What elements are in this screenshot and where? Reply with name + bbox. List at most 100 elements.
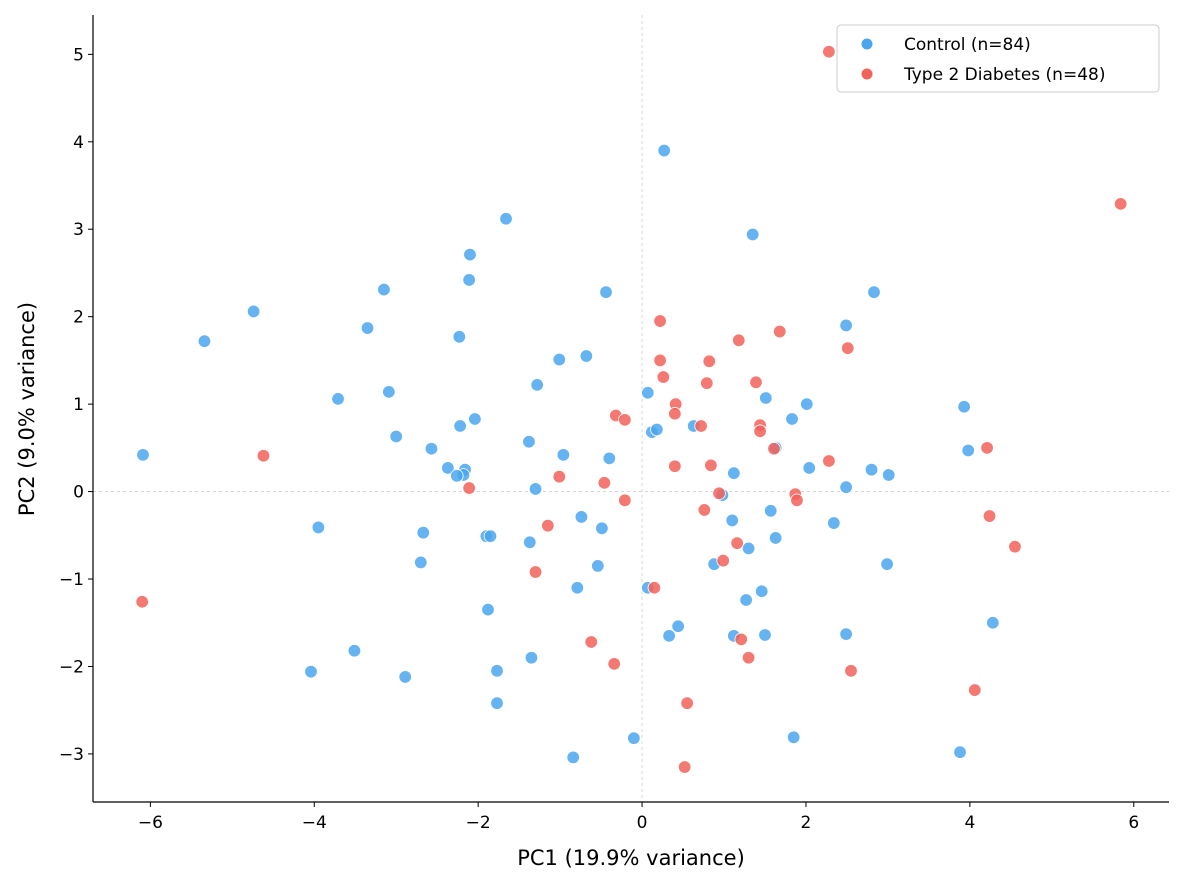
data-point — [790, 493, 804, 508]
data-point — [462, 481, 476, 495]
data-point — [552, 470, 566, 484]
data-point — [528, 482, 543, 496]
data-point — [490, 696, 504, 710]
x-tick-label: 2 — [801, 813, 812, 833]
data-point — [416, 525, 430, 540]
series-control — [136, 143, 1000, 765]
data-point — [599, 285, 613, 299]
data-point — [700, 376, 714, 390]
data-point — [968, 683, 982, 697]
data-points — [135, 45, 1128, 774]
data-point — [462, 273, 476, 287]
data-point — [668, 407, 682, 421]
data-point — [463, 247, 477, 262]
data-point — [304, 665, 318, 679]
data-point — [880, 557, 894, 571]
data-point — [786, 730, 801, 744]
legend-label-t2d: Type 2 Diabetes (n=48) — [903, 65, 1105, 85]
data-point — [574, 510, 589, 524]
data-point — [767, 442, 781, 456]
data-point — [745, 227, 760, 242]
data-point — [556, 448, 571, 462]
y-tick-label: −2 — [59, 657, 84, 677]
data-point — [864, 463, 879, 477]
data-point — [382, 385, 396, 399]
data-point — [749, 375, 763, 389]
data-point — [827, 516, 841, 530]
data-point — [597, 476, 612, 490]
data-point — [882, 468, 896, 482]
data-point — [389, 429, 403, 444]
data-point — [522, 435, 536, 449]
x-tick-label: −6 — [138, 813, 163, 833]
data-point — [844, 664, 858, 678]
y-tick-label: 4 — [73, 133, 84, 153]
data-point — [680, 696, 694, 710]
data-point — [961, 443, 975, 458]
data-point — [584, 635, 598, 649]
data-point — [759, 391, 773, 405]
y-tick-label: 3 — [73, 220, 84, 240]
data-point — [1113, 197, 1128, 211]
data-point — [739, 593, 753, 607]
data-point — [641, 386, 655, 400]
data-point — [822, 454, 836, 468]
data-point — [764, 504, 778, 518]
x-tick-label: 0 — [637, 813, 648, 833]
legend-marker-control — [860, 37, 874, 51]
data-point — [450, 469, 464, 483]
data-point — [246, 304, 261, 319]
data-point — [741, 541, 756, 556]
reference-lines — [93, 15, 1169, 802]
data-point — [579, 349, 594, 363]
data-point — [311, 520, 326, 535]
data-point — [677, 760, 692, 774]
data-point — [136, 448, 150, 462]
data-point — [741, 651, 756, 665]
data-point — [800, 397, 814, 411]
data-point — [481, 602, 495, 617]
data-point — [802, 461, 816, 475]
data-point — [656, 370, 671, 384]
data-point — [566, 750, 580, 765]
legend-label-control: Control (n=84) — [904, 35, 1031, 55]
legend-frame — [836, 24, 1160, 93]
data-point — [694, 419, 708, 433]
data-point — [650, 422, 664, 437]
y-axis-label: PC2 (9.0% variance) — [15, 302, 39, 516]
data-point — [753, 424, 767, 438]
data-point — [627, 731, 641, 745]
data-point — [524, 651, 539, 665]
data-point — [424, 442, 439, 456]
data-point — [668, 459, 682, 473]
data-point — [982, 509, 997, 523]
data-point — [618, 493, 632, 508]
legend-marker-t2d — [860, 67, 874, 81]
data-point — [256, 449, 271, 463]
data-point — [523, 535, 537, 549]
data-point — [607, 657, 621, 671]
data-point — [662, 629, 676, 643]
data-point — [758, 628, 772, 642]
data-point — [499, 212, 513, 226]
data-point — [953, 745, 967, 759]
data-point — [697, 503, 712, 517]
data-point — [730, 536, 744, 550]
data-point — [1008, 539, 1022, 554]
data-point — [768, 531, 783, 545]
data-point — [377, 282, 391, 297]
data-point — [483, 529, 498, 543]
data-point — [732, 333, 746, 347]
data-point — [441, 461, 455, 475]
data-point — [653, 353, 667, 368]
data-point — [541, 518, 555, 533]
data-point — [822, 45, 836, 59]
series-type-2-diabetes — [135, 45, 1128, 774]
data-point — [702, 354, 716, 368]
data-point — [347, 644, 362, 658]
data-point — [839, 627, 853, 641]
data-point — [647, 581, 662, 595]
data-point — [712, 486, 726, 501]
x-tick-label: 4 — [964, 813, 975, 833]
data-point — [957, 400, 971, 414]
